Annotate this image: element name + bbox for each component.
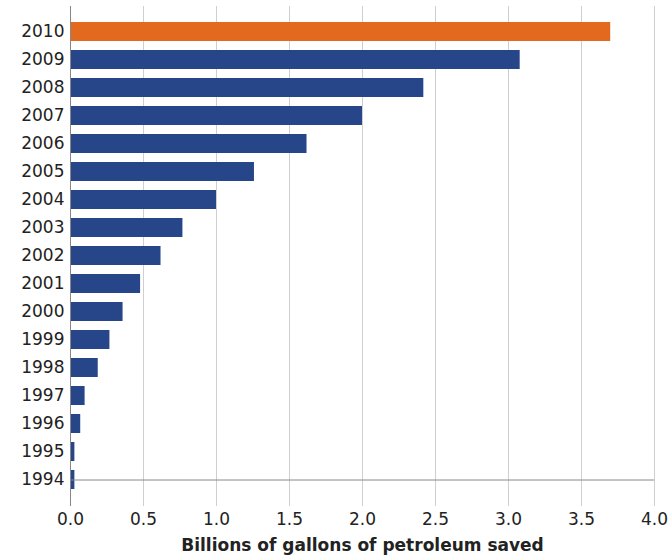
- svg-text:2006: 2006: [21, 133, 64, 153]
- svg-text:2003: 2003: [21, 217, 64, 237]
- svg-text:2010: 2010: [21, 21, 64, 41]
- svg-text:2.5: 2.5: [422, 509, 449, 529]
- svg-text:2007: 2007: [21, 105, 64, 125]
- svg-text:1.5: 1.5: [276, 509, 303, 529]
- svg-text:1995: 1995: [21, 441, 64, 461]
- svg-text:2000: 2000: [21, 301, 64, 321]
- svg-text:2.0: 2.0: [349, 509, 376, 529]
- svg-text:0.5: 0.5: [130, 509, 157, 529]
- svg-text:2005: 2005: [21, 161, 64, 181]
- svg-text:1998: 1998: [21, 357, 64, 377]
- svg-text:0.0: 0.0: [57, 509, 84, 529]
- svg-text:2002: 2002: [21, 245, 64, 265]
- svg-text:2001: 2001: [21, 273, 64, 293]
- svg-text:1994: 1994: [21, 469, 64, 489]
- svg-text:2004: 2004: [21, 189, 64, 209]
- svg-text:3.0: 3.0: [495, 509, 522, 529]
- svg-text:2009: 2009: [21, 49, 64, 69]
- svg-text:1.0: 1.0: [203, 509, 230, 529]
- svg-text:2008: 2008: [21, 77, 64, 97]
- svg-text:4.0: 4.0: [641, 509, 668, 529]
- svg-text:3.5: 3.5: [568, 509, 595, 529]
- svg-text:1996: 1996: [21, 413, 64, 433]
- svg-text:1999: 1999: [21, 329, 64, 349]
- svg-text:Billions of gallons of petrole: Billions of gallons of petroleum saved: [181, 535, 544, 555]
- svg-text:1997: 1997: [21, 385, 64, 405]
